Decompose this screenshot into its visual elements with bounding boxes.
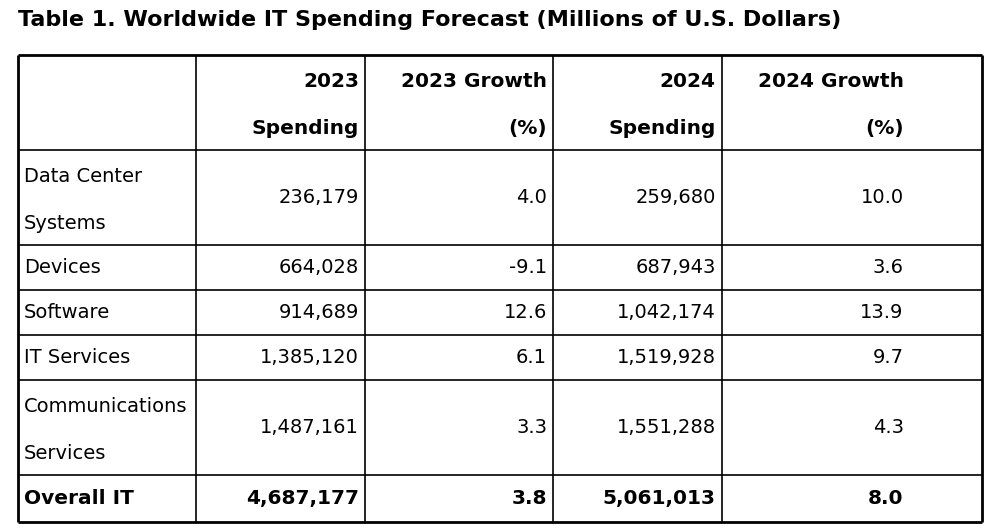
Text: Table 1. Worldwide IT Spending Forecast (Millions of U.S. Dollars): Table 1. Worldwide IT Spending Forecast … — [18, 10, 841, 30]
Text: 914,689: 914,689 — [279, 303, 359, 322]
Text: 4.3: 4.3 — [873, 418, 904, 437]
Text: (%): (%) — [508, 119, 547, 138]
Text: 3.6: 3.6 — [873, 258, 904, 277]
Text: 1,487,161: 1,487,161 — [260, 418, 359, 437]
Text: IT Services: IT Services — [24, 348, 130, 367]
Text: 12.6: 12.6 — [504, 303, 547, 322]
Text: 687,943: 687,943 — [635, 258, 716, 277]
Text: 2024 Growth: 2024 Growth — [758, 72, 904, 91]
Text: 1,042,174: 1,042,174 — [617, 303, 716, 322]
Text: 3.8: 3.8 — [512, 489, 547, 508]
Text: Communications: Communications — [24, 397, 188, 416]
Text: Spending: Spending — [608, 119, 716, 138]
Text: Systems: Systems — [24, 214, 107, 233]
Text: 5,061,013: 5,061,013 — [603, 489, 716, 508]
Text: 4.0: 4.0 — [516, 188, 547, 207]
Text: Overall IT: Overall IT — [24, 489, 134, 508]
Text: Data Center: Data Center — [24, 167, 142, 186]
Text: 236,179: 236,179 — [279, 188, 359, 207]
Text: 10.0: 10.0 — [861, 188, 904, 207]
Text: 1,551,288: 1,551,288 — [617, 418, 716, 437]
Text: (%): (%) — [865, 119, 904, 138]
Text: 9.7: 9.7 — [873, 348, 904, 367]
Text: 13.9: 13.9 — [860, 303, 904, 322]
Text: 2024: 2024 — [660, 72, 716, 91]
Text: Services: Services — [24, 444, 106, 463]
Text: 8.0: 8.0 — [868, 489, 904, 508]
Text: 664,028: 664,028 — [279, 258, 359, 277]
Text: 4,687,177: 4,687,177 — [246, 489, 359, 508]
Text: 1,519,928: 1,519,928 — [617, 348, 716, 367]
Text: 3.3: 3.3 — [516, 418, 547, 437]
Text: 1,385,120: 1,385,120 — [260, 348, 359, 367]
Text: 2023: 2023 — [303, 72, 359, 91]
Text: 259,680: 259,680 — [635, 188, 716, 207]
Text: Spending: Spending — [252, 119, 359, 138]
Text: Software: Software — [24, 303, 110, 322]
Text: -9.1: -9.1 — [509, 258, 547, 277]
Text: Devices: Devices — [24, 258, 101, 277]
Text: 6.1: 6.1 — [516, 348, 547, 367]
Text: 2023 Growth: 2023 Growth — [401, 72, 547, 91]
